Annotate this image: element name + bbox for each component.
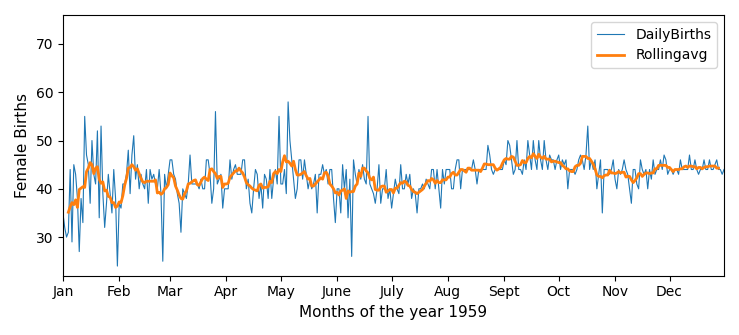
X-axis label: Months of the year 1959: Months of the year 1959 (299, 305, 488, 320)
Y-axis label: Female Births: Female Births (15, 93, 30, 198)
Legend: DailyBirths, Rollingavg: DailyBirths, Rollingavg (591, 22, 717, 68)
Line: DailyBirths: DailyBirths (63, 102, 724, 266)
Line: Rollingavg: Rollingavg (68, 154, 718, 212)
